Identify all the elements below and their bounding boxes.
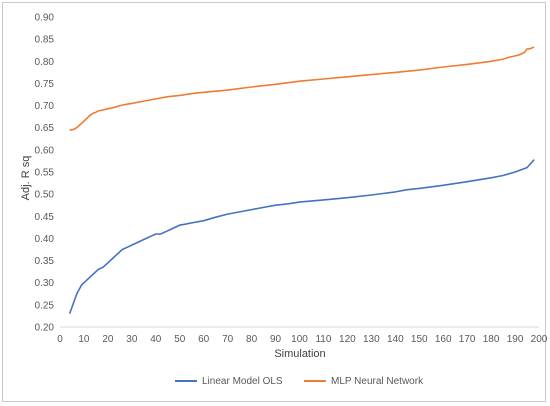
x-tick-label: 70 [222, 334, 234, 345]
legend: Linear Model OLS MLP Neural Network [175, 376, 424, 387]
legend-label: Linear Model OLS [202, 376, 283, 387]
y-tick-label: 0.20 [35, 323, 55, 334]
x-tick-label: 100 [291, 334, 308, 345]
x-tick-label: 40 [150, 334, 162, 345]
x-tick-label: 180 [483, 334, 500, 345]
x-tick-label: 120 [339, 334, 356, 345]
y-tick-label: 0.65 [35, 123, 55, 134]
series-line-mlp-neural-network [69, 46, 535, 131]
y-tick-label: 0.45 [35, 212, 55, 223]
x-tick-label: 170 [459, 334, 476, 345]
y-tick-label: 0.55 [35, 168, 55, 179]
y-tick-label: 0.85 [35, 35, 55, 46]
x-tick-label: 130 [363, 334, 380, 345]
y-tick-label: 0.40 [35, 234, 55, 245]
x-tick-label: 190 [507, 334, 524, 345]
y-axis-title: Adj. R sq [20, 156, 32, 201]
chart-frame: 0.20 0.25 0.30 0.35 0.40 0.45 0.50 0.55 0.60 0.65… [2, 2, 547, 402]
y-tick-label: 0.50 [35, 190, 55, 201]
x-tick-label: 140 [387, 334, 404, 345]
x-tick-label: 200 [531, 334, 547, 345]
x-tick-label: 50 [174, 334, 186, 345]
x-tick-label: 30 [126, 334, 138, 345]
y-tick-label: 0.60 [35, 145, 55, 156]
x-axis-title: Simulation [274, 348, 325, 360]
y-tick-label: 0.80 [35, 57, 55, 68]
x-tick-label: 110 [315, 334, 331, 345]
x-tick-label: 60 [198, 334, 210, 345]
line-chart: 0.20 0.25 0.30 0.35 0.40 0.45 0.50 0.55 0.60 0.65… [20, 13, 547, 388]
y-tick-label: 0.25 [35, 300, 55, 311]
y-tick-label: 0.75 [35, 79, 55, 90]
y-tick-label: 0.30 [35, 278, 55, 289]
x-tick-label: 160 [435, 334, 452, 345]
series-line-linear-model-ols [68, 159, 535, 314]
y-tick-label: 0.70 [35, 101, 55, 112]
y-tick-label: 0.90 [35, 13, 55, 24]
x-tick-label: 150 [411, 334, 428, 345]
x-tick-label: 0 [57, 334, 63, 345]
x-tick-label: 20 [102, 334, 114, 345]
x-tick-label: 10 [78, 334, 90, 345]
y-tick-label: 0.35 [35, 256, 55, 267]
x-tick-label: 80 [246, 334, 258, 345]
legend-label: MLP Neural Network [331, 376, 424, 387]
x-tick-label: 90 [270, 334, 282, 345]
